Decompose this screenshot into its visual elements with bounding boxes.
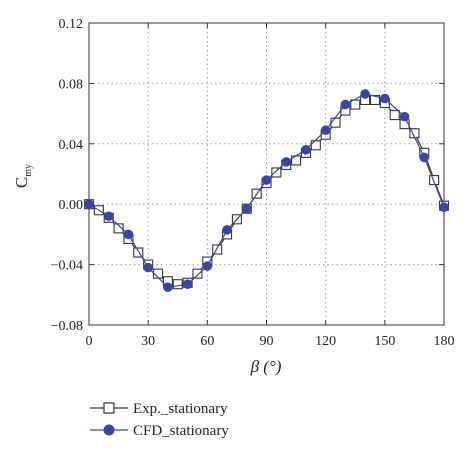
data-point-circle (360, 89, 370, 99)
y-tick-label: 0.08 (59, 77, 84, 92)
data-point-square (330, 117, 341, 128)
x-tick-label: 120 (315, 334, 336, 349)
y-tick-label: 0.04 (59, 138, 84, 153)
legend-entry-cfd: CFD_stationary (90, 423, 229, 439)
legend-label-cfd: CFD_stationary (133, 423, 229, 439)
series-exp (83, 94, 450, 290)
y-axis-label-sub: my (23, 164, 34, 177)
data-point-circle (380, 93, 390, 104)
series-cfd (84, 89, 449, 293)
data-point-square (212, 244, 223, 255)
data-point-circle (399, 111, 410, 122)
y-tick-label: −0.08 (51, 319, 83, 334)
x-axis-label: β (°) (250, 357, 282, 376)
data-point-circle (123, 229, 134, 240)
data-point-square (271, 167, 282, 178)
x-tick-label: 90 (260, 334, 274, 349)
series-layer (83, 89, 450, 293)
data-point-square (350, 99, 361, 110)
legend-marker-square (103, 402, 115, 414)
data-point-circle (182, 279, 193, 290)
data-point-square (133, 247, 144, 258)
data-point-circle (202, 261, 213, 271)
x-tick-label: 30 (141, 334, 155, 349)
data-point-circle (340, 99, 351, 110)
x-tick-label: 180 (434, 334, 455, 349)
data-point-square (192, 268, 203, 279)
y-tick-labels: −0.08 −0.04 0.00 0.04 0.08 0.12 (51, 17, 83, 334)
data-point-square (429, 174, 440, 186)
legend: Exp._stationary CFD_stationary (90, 401, 229, 439)
data-point-square (113, 223, 124, 234)
data-point-circle (222, 225, 232, 235)
y-axis-label-main: C (12, 177, 31, 188)
y-tick-label: −0.04 (51, 259, 83, 274)
data-point-circle (320, 125, 331, 136)
data-point-square (172, 279, 183, 290)
data-point-circle (439, 202, 449, 213)
data-point-square (369, 94, 381, 106)
data-point-circle (143, 262, 153, 273)
data-point-circle (241, 203, 252, 214)
data-point-circle (84, 199, 94, 209)
data-point-square (389, 110, 400, 121)
y-tick-label: 0.00 (59, 198, 84, 213)
data-point-circle (261, 175, 272, 185)
x-tick-label: 0 (86, 334, 93, 349)
grid (89, 23, 444, 325)
y-axis-label: Cmy (12, 164, 34, 188)
legend-entry-exp: Exp._stationary (90, 401, 228, 417)
data-point-circle (103, 211, 114, 222)
data-point-circle (301, 145, 311, 155)
data-point-circle (281, 157, 292, 167)
x-tick-label: 150 (374, 334, 395, 349)
data-point-circle (163, 282, 173, 293)
svg-text:Cmy: Cmy (12, 164, 34, 188)
legend-marker-circle (103, 424, 115, 436)
data-point-circle (419, 152, 430, 163)
x-tick-labels: 0 30 60 90 120 150 180 (86, 334, 455, 349)
y-tick-label: 0.12 (59, 17, 84, 32)
legend-label-exp: Exp._stationary (133, 401, 228, 417)
data-point-square (310, 140, 321, 151)
x-tick-label: 60 (200, 334, 214, 349)
